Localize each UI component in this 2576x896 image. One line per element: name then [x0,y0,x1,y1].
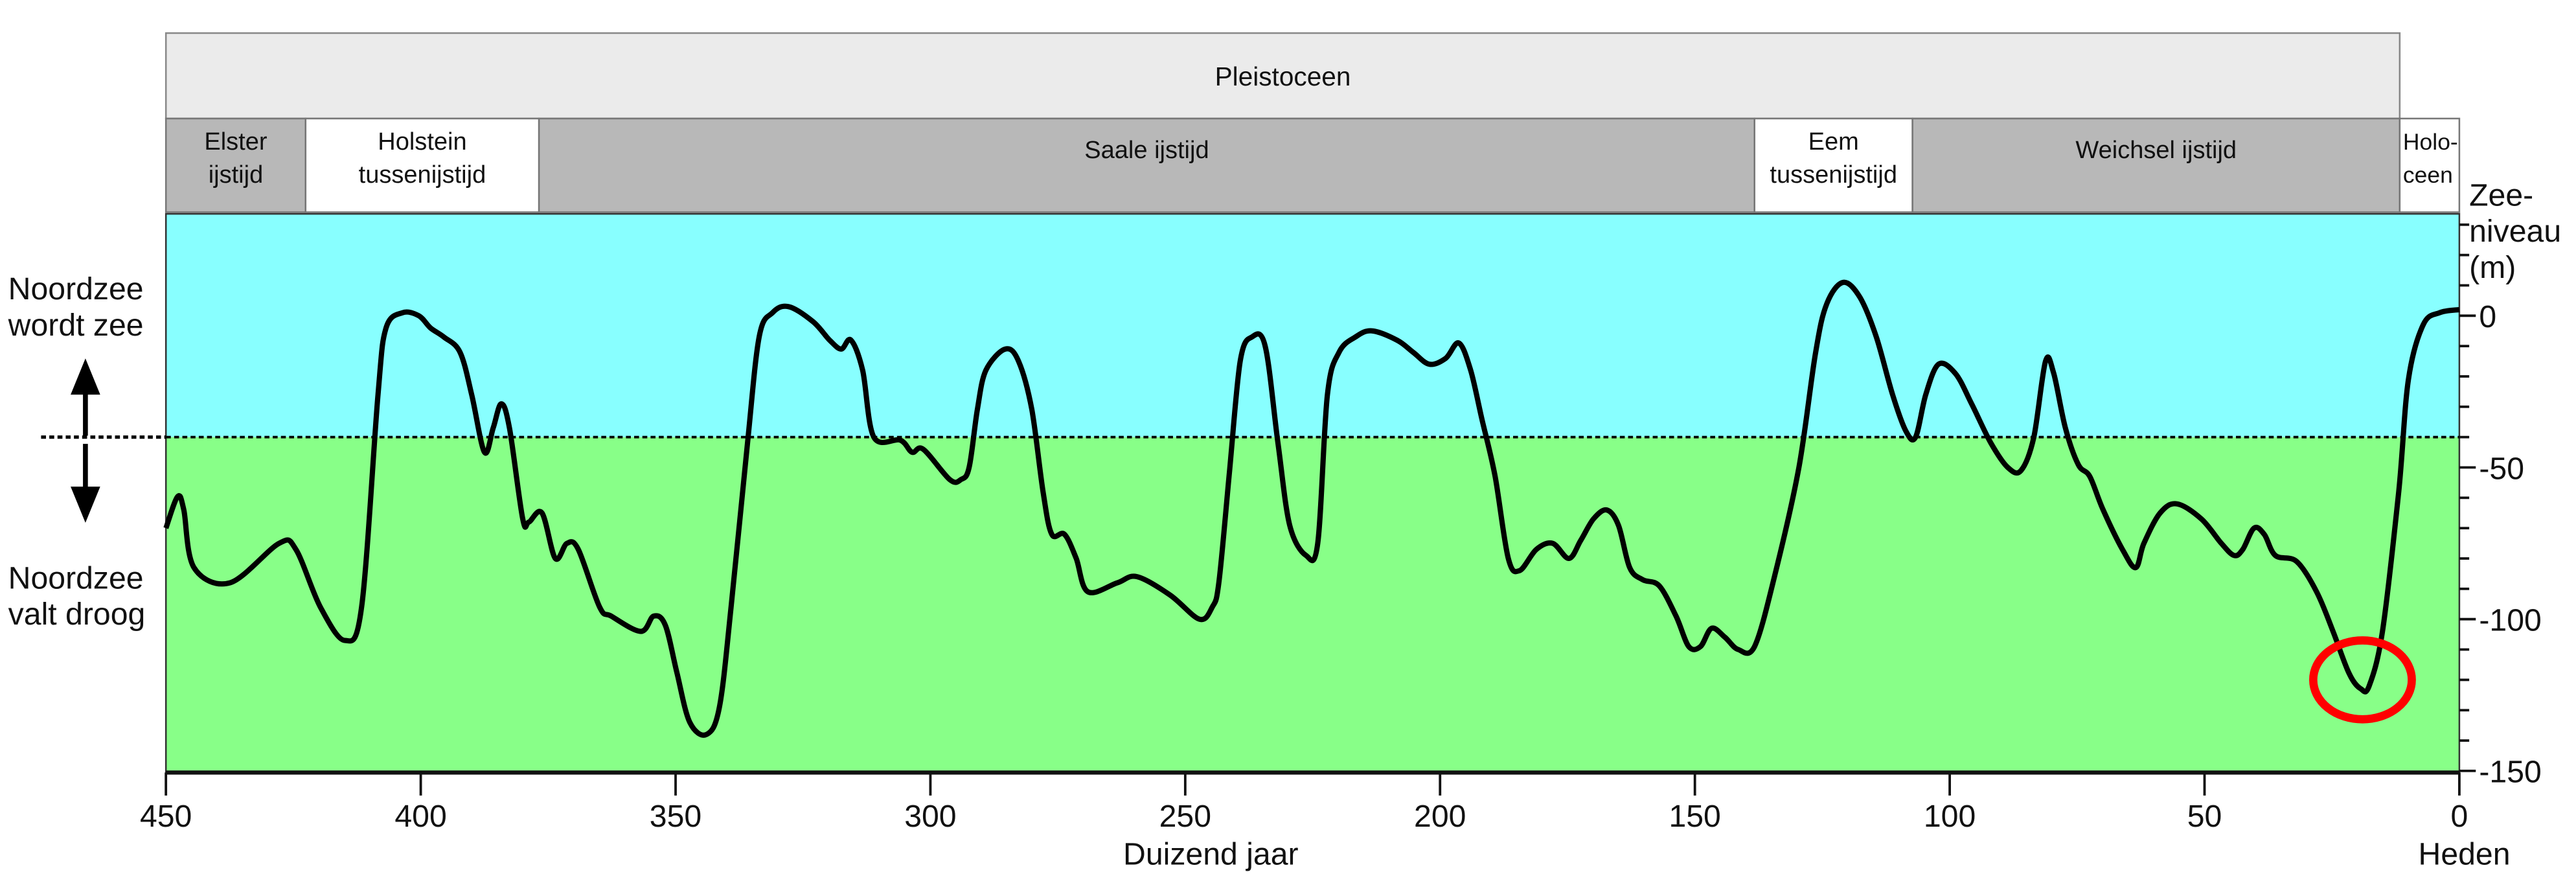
y-tick-label: -150 [2479,755,2541,790]
period-box [1911,117,2401,213]
period-label: ceen [2403,162,2453,188]
period-box [304,117,540,213]
period-label: Weichsel ijstijd [2075,137,2237,164]
x-tick-label: 0 [2451,799,2468,834]
y-axis-title: (m) [2469,250,2516,285]
y-axis-title: Zee- [2469,178,2533,213]
sea-level-line [163,279,2460,738]
x-tick-label: 450 [140,799,192,834]
x-tick-label: 400 [394,799,446,834]
x-tick-label: 150 [1669,799,1720,834]
y-tick-label: -100 [2479,603,2541,638]
arrow-down-icon [71,487,100,523]
dry-region [166,437,2459,773]
x-axis-title: Duizend jaar [1123,836,1299,871]
x-tick-label: 200 [1414,799,1466,834]
period-label: tussenijstijd [1770,161,1897,189]
period-box [538,117,1755,213]
sea-region [166,214,2459,437]
period-box [1753,117,1913,213]
period-label: Holo- [2403,129,2458,155]
label-sea: Noordzee [8,271,144,306]
label-sea: wordt zee [8,308,144,343]
period-label: ijstijd [209,161,264,189]
period-label: Eem [1808,128,1859,155]
x-tick-label: 250 [1159,799,1211,834]
y-tick-label: -50 [2479,451,2524,486]
y-axis-title: niveau [2469,214,2561,249]
highlight-circle [2308,636,2416,724]
x-end-label: Heden [2419,836,2511,871]
label-dry: valt droog [8,597,146,632]
period-label: Saale ijstijd [1084,137,1209,164]
period-label: tussenijstijd [359,161,486,189]
epoch-bar [165,32,2401,120]
x-tick-label: 300 [904,799,956,834]
period-box [2399,117,2461,213]
period-label: Holstein [378,128,466,155]
y-tick-label: 0 [2479,299,2496,334]
period-label: Elster [204,128,268,155]
arrow-up-icon [71,358,100,395]
x-tick-label: 100 [1924,799,1976,834]
x-tick-label: 50 [2187,799,2222,834]
x-tick-label: 350 [650,799,701,834]
label-dry: Noordzee [8,560,144,595]
epoch-label: Pleistoceen [1215,62,1351,91]
